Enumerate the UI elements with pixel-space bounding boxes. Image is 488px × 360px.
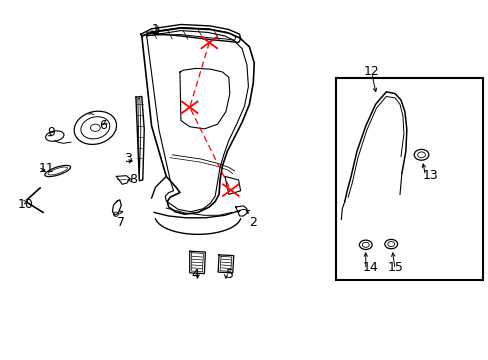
Text: 13: 13: [422, 169, 437, 182]
Text: 4: 4: [191, 268, 199, 281]
Text: 11: 11: [39, 162, 54, 175]
Text: 7: 7: [117, 216, 125, 229]
Text: 14: 14: [362, 261, 378, 274]
Bar: [336, 78, 482, 280]
Text: 10: 10: [18, 198, 33, 211]
Text: 8: 8: [129, 173, 137, 186]
Text: 12: 12: [363, 65, 379, 78]
Text: 15: 15: [386, 261, 402, 274]
Text: 2: 2: [249, 216, 257, 229]
Text: 5: 5: [225, 268, 233, 281]
Text: 1: 1: [151, 23, 159, 36]
Text: 6: 6: [99, 119, 106, 132]
Text: 9: 9: [47, 126, 55, 139]
Text: 3: 3: [124, 152, 132, 165]
